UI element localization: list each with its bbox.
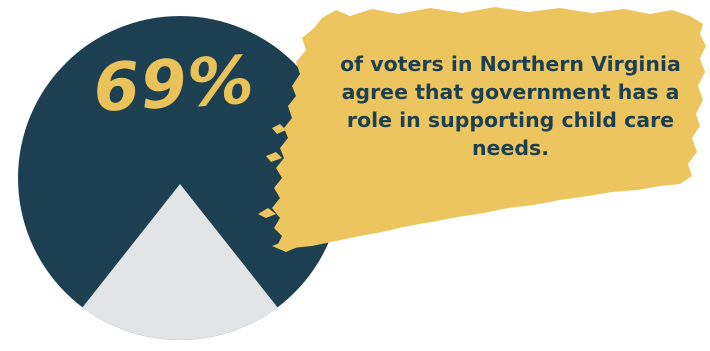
stat-value: 69%: [91, 41, 257, 127]
triangle-icon: [48, 184, 312, 340]
brush-stroke-icon: [272, 7, 706, 248]
pie-circle-icon: [18, 16, 342, 340]
brush-fleck-icon: [272, 124, 286, 134]
stat-caption: of voters in Northern Virginia agree tha…: [340, 52, 681, 160]
brush-fleck-icon: [258, 208, 276, 218]
brush-fleck-icon: [266, 152, 282, 162]
brush-fleck-icon: [272, 240, 300, 252]
